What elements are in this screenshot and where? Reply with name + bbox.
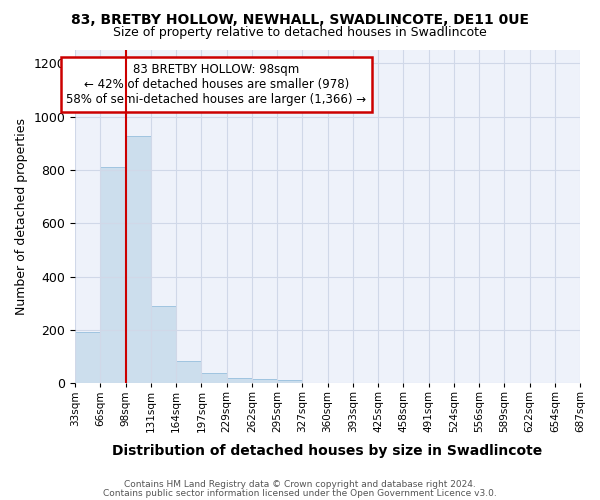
Text: Contains public sector information licensed under the Open Government Licence v3: Contains public sector information licen… bbox=[103, 488, 497, 498]
X-axis label: Distribution of detached houses by size in Swadlincote: Distribution of detached houses by size … bbox=[112, 444, 543, 458]
Bar bbox=[75, 332, 100, 384]
Text: 83, BRETBY HOLLOW, NEWHALL, SWADLINCOTE, DE11 0UE: 83, BRETBY HOLLOW, NEWHALL, SWADLINCOTE,… bbox=[71, 12, 529, 26]
Text: Contains HM Land Registry data © Crown copyright and database right 2024.: Contains HM Land Registry data © Crown c… bbox=[124, 480, 476, 489]
Bar bbox=[227, 378, 252, 384]
Bar bbox=[151, 306, 176, 384]
Bar bbox=[277, 380, 302, 384]
Bar bbox=[252, 379, 277, 384]
Bar bbox=[100, 168, 125, 384]
Text: 83 BRETBY HOLLOW: 98sqm
← 42% of detached houses are smaller (978)
58% of semi-d: 83 BRETBY HOLLOW: 98sqm ← 42% of detache… bbox=[67, 64, 367, 106]
Bar bbox=[176, 360, 202, 384]
Bar bbox=[202, 374, 227, 384]
Text: Size of property relative to detached houses in Swadlincote: Size of property relative to detached ho… bbox=[113, 26, 487, 39]
Y-axis label: Number of detached properties: Number of detached properties bbox=[15, 118, 28, 315]
Bar bbox=[125, 136, 151, 384]
